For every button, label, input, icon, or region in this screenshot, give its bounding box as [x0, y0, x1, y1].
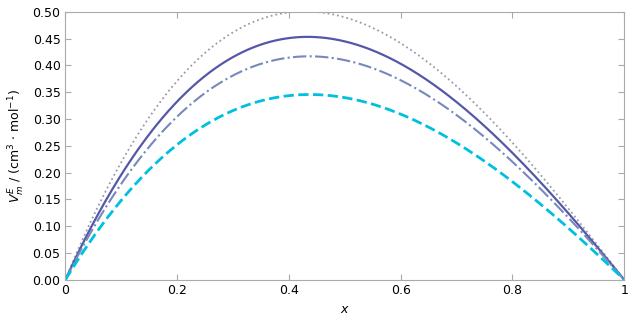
X-axis label: $x$: $x$ [340, 303, 350, 316]
Y-axis label: $V_{m}^{E}$ / (cm$^{3}$ $\cdot$ mol$^{-1}$): $V_{m}^{E}$ / (cm$^{3}$ $\cdot$ mol$^{-1… [7, 89, 27, 203]
